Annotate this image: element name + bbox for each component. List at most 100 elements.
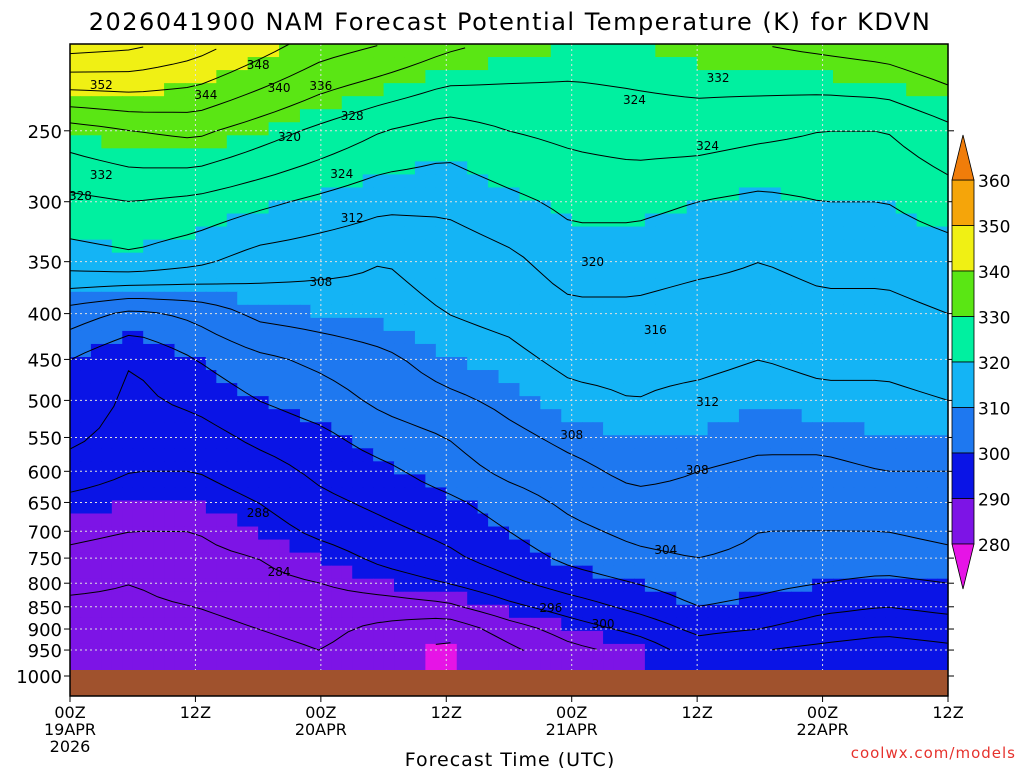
field-cell [707, 226, 719, 241]
field-cell [770, 239, 782, 254]
field-cell [237, 317, 249, 332]
field-cell [864, 578, 876, 593]
field-cell [352, 513, 364, 528]
field-cell [111, 474, 123, 489]
field-cell [289, 422, 301, 436]
field-cell [331, 435, 343, 449]
field-cell [90, 357, 102, 371]
field-cell [613, 565, 625, 580]
field-cell [843, 435, 855, 449]
field-cell [101, 396, 113, 410]
field-cell [853, 656, 865, 671]
field-cell [164, 656, 176, 671]
field-cell [550, 200, 562, 215]
x-tick-label: 12Z [431, 703, 462, 722]
field-cell [592, 357, 604, 371]
field-cell [770, 317, 782, 332]
field-cell [550, 396, 562, 410]
field-cell [456, 500, 468, 515]
field-cell [676, 187, 688, 202]
field-cell [268, 552, 280, 567]
field-cell [864, 265, 876, 280]
field-cell [770, 109, 782, 123]
field-cell [122, 474, 134, 489]
field-cell [216, 448, 228, 462]
field-cell [603, 343, 615, 358]
field-cell [519, 109, 531, 123]
field-cell [906, 643, 918, 658]
field-cell [477, 578, 489, 593]
field-cell [331, 487, 343, 502]
field-cell [509, 422, 521, 436]
field-cell [561, 591, 573, 606]
field-cell [623, 304, 636, 319]
field-cell [195, 617, 207, 632]
field-cell [874, 578, 886, 593]
field-cell [456, 304, 468, 319]
field-cell [488, 578, 500, 593]
field-cell [864, 135, 876, 149]
field-cell [467, 513, 479, 528]
field-cell [205, 526, 217, 541]
field-cell [603, 448, 615, 462]
y-tick-label: 1000 [16, 667, 62, 688]
field-cell [801, 135, 813, 149]
field-cell [132, 513, 144, 528]
field-cell [655, 317, 667, 332]
field-cell [780, 70, 792, 84]
field-cell [780, 604, 792, 619]
field-cell [634, 461, 646, 475]
field-cell [738, 396, 750, 410]
field-cell [425, 83, 437, 97]
field-cell [550, 304, 562, 319]
field-cell [143, 591, 155, 606]
field-cell [184, 591, 197, 606]
field-cell [623, 317, 636, 332]
field-cell [467, 357, 479, 371]
field-cell [791, 252, 803, 267]
field-cell [519, 474, 531, 489]
field-cell [592, 161, 604, 176]
field-cell [195, 422, 207, 436]
contour-label: 308 [560, 428, 583, 442]
field-cell [498, 474, 510, 489]
field-cell [728, 44, 740, 58]
field-cell [299, 409, 311, 423]
field-cell [540, 291, 552, 306]
field-cell [477, 617, 489, 632]
colorbar-bin [951, 361, 975, 408]
field-cell [759, 148, 771, 162]
field-cell [770, 630, 782, 645]
field-cell [247, 552, 259, 567]
field-cell [268, 44, 280, 58]
field-cell [644, 422, 656, 436]
field-cell [791, 83, 803, 97]
field-cell [195, 109, 207, 123]
field-cell [822, 200, 834, 215]
field-cell [425, 278, 437, 293]
field-cell [258, 526, 270, 541]
field-cell [101, 122, 113, 136]
field-cell [655, 57, 667, 71]
field-cell [331, 500, 343, 515]
field-cell [498, 526, 510, 541]
field-cell [299, 57, 311, 71]
field-cell [718, 187, 730, 202]
field-cell [205, 656, 217, 671]
field-cell [122, 343, 134, 358]
field-cell [320, 96, 332, 110]
field-cell [634, 252, 646, 267]
field-cell [885, 604, 897, 619]
field-cell [258, 239, 270, 254]
field-cell [540, 474, 552, 489]
field-cell [310, 226, 322, 241]
field-cell [644, 474, 656, 489]
field-cell [498, 70, 510, 84]
field-cell [446, 448, 458, 462]
field-cell [770, 422, 782, 436]
field-cell [906, 148, 918, 162]
field-cell [226, 357, 238, 371]
field-cell [927, 57, 939, 71]
field-cell [352, 500, 364, 515]
field-cell [623, 357, 636, 371]
